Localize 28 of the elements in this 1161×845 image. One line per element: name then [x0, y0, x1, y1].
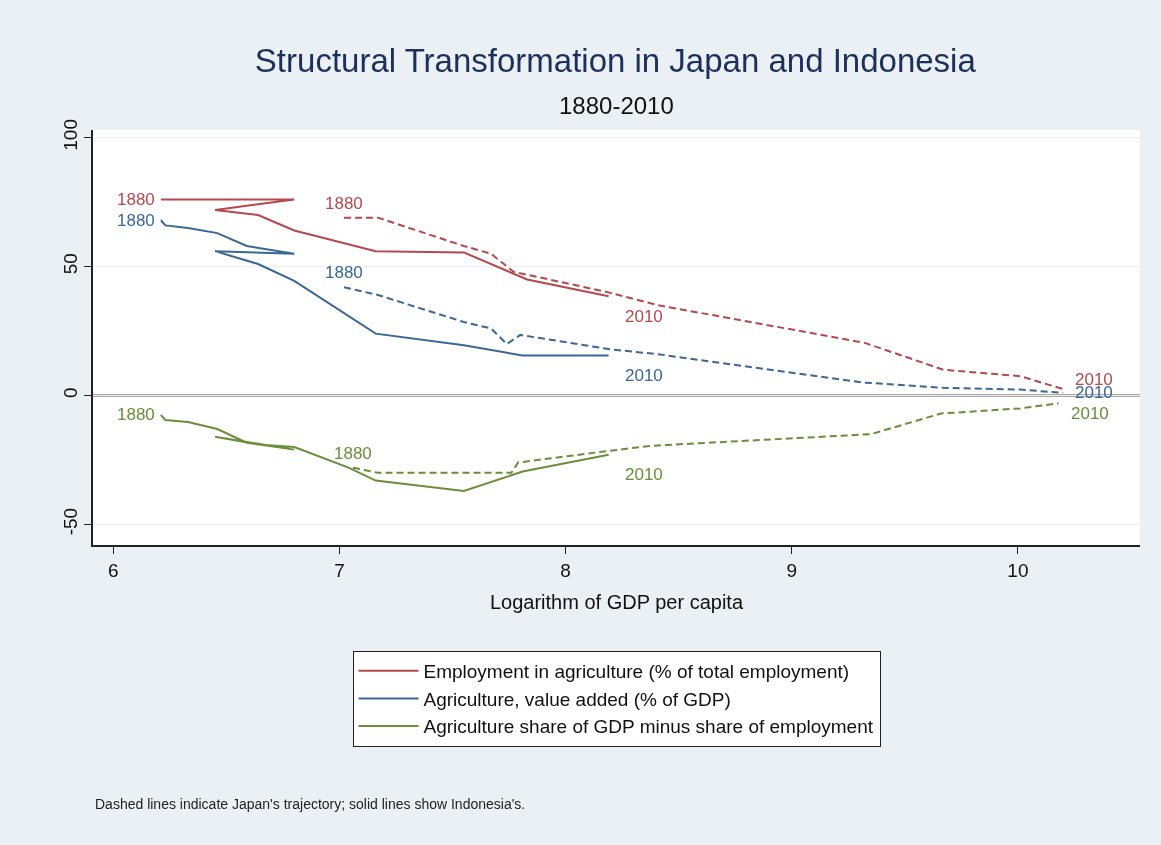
- x-tick-label: 6: [108, 559, 119, 581]
- annotation: 1880: [117, 405, 155, 424]
- y-tick-label: 0: [59, 387, 81, 398]
- annotation: 1880: [117, 211, 155, 230]
- y-tick-label: -50: [59, 507, 81, 536]
- chart-subtitle: 1880-2010: [559, 92, 674, 119]
- x-axis-title: Logarithm of GDP per capita: [489, 590, 744, 613]
- annotation: 2010: [1071, 404, 1109, 423]
- annotation: 2010: [625, 465, 663, 484]
- annotation: 1880: [325, 263, 363, 282]
- annotation: 1880: [117, 190, 155, 209]
- x-tick-label: 10: [1007, 559, 1029, 581]
- annotation: 2010: [625, 366, 663, 385]
- legend-label: Employment in agriculture (% of total employment): [423, 661, 850, 683]
- annotation: 2010: [625, 307, 663, 326]
- legend-label: Agriculture, value added (% of GDP): [423, 688, 731, 710]
- text: Dashed lines indicate Japan's trajectory; solid lines show Indonesia's.: [95, 796, 526, 812]
- line-series: [159, 219, 610, 357]
- line-series: [343, 286, 1065, 394]
- annotation: 1880: [334, 444, 372, 463]
- x-tick-label: 7: [334, 559, 345, 581]
- chart-title: Structural Transformation in Japan and Indonesia: [254, 41, 977, 79]
- annotation: 1880: [325, 194, 363, 213]
- x-tick-label: 9: [786, 559, 798, 581]
- y-tick-label: 100: [59, 119, 81, 151]
- y-tick-label: 50: [59, 253, 81, 275]
- x-tick-label: 8: [560, 559, 571, 581]
- legend-label: Agriculture share of GDP minus share of employment: [423, 716, 874, 738]
